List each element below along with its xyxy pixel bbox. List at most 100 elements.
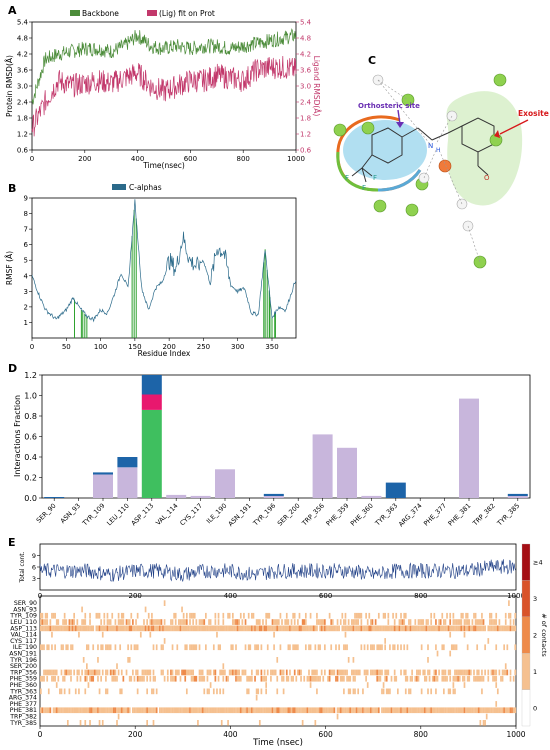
heatmap-cell <box>498 625 501 632</box>
heatmap-cell <box>287 625 290 632</box>
heatmap-cell <box>360 644 363 651</box>
heatmap-cell <box>216 688 218 695</box>
heatmap-cell <box>319 625 321 632</box>
heatmap-cell <box>484 707 486 714</box>
heatmap-cell <box>247 675 250 682</box>
heatmap-cell <box>101 707 104 714</box>
heatmap-cell <box>212 644 215 651</box>
heatmap-cell <box>439 707 442 714</box>
heatmap-cell <box>460 625 463 632</box>
heatmap-cell <box>76 625 79 632</box>
heatmap-cell <box>498 669 501 676</box>
heatmap-cell <box>51 612 53 619</box>
heatmap-cell <box>66 644 69 651</box>
heatmap-cell <box>200 625 202 632</box>
x-tick-label: ASP_113 <box>130 502 156 528</box>
x-tick-label: ARG_374 <box>397 502 424 529</box>
heatmap-cell <box>236 669 239 676</box>
heatmap-cell <box>228 612 231 619</box>
total-contacts-line <box>39 559 516 583</box>
heatmap-cell <box>252 625 255 632</box>
heatmap-cell <box>365 707 367 714</box>
heatmap-cell <box>149 631 152 638</box>
heatmap-cell <box>82 657 85 663</box>
heatmap-cell <box>170 619 172 625</box>
heatmap-cell <box>224 707 226 714</box>
heatmap-cell <box>303 619 306 625</box>
heatmap-cell <box>119 625 122 632</box>
heatmap-cell <box>406 625 409 632</box>
heatmap-cell <box>195 707 198 714</box>
heatmap-cell <box>473 675 475 682</box>
heatmap-cell <box>87 644 90 651</box>
heatmap-cell <box>195 619 198 625</box>
heatmap-cell <box>86 669 88 676</box>
heatmap-cell <box>309 644 312 651</box>
heatmap-cell <box>128 657 131 663</box>
heatmap-cell <box>292 707 294 714</box>
heatmap-cell <box>62 625 64 632</box>
heatmap-cell <box>120 625 123 632</box>
panel-letter-e: E <box>8 536 16 549</box>
heatmap-cell <box>81 619 83 625</box>
plot-e-heatmap <box>40 600 517 726</box>
heatmap-cell <box>193 644 196 651</box>
heatmap-cell <box>377 707 380 714</box>
heatmap-cell <box>446 625 448 632</box>
heatmap-cell <box>86 663 88 669</box>
heatmap-cell <box>382 688 385 695</box>
heatmap-cell <box>487 707 490 714</box>
heatmap-cell <box>477 669 480 676</box>
heatmap-cell <box>463 669 466 676</box>
heatmap-cell <box>238 669 241 676</box>
x-tick-label: PHE_377 <box>422 502 448 528</box>
heatmap-cell <box>446 675 448 682</box>
heatmap-cell <box>316 707 318 714</box>
plot-b-frame <box>31 197 297 339</box>
heatmap-cell <box>182 619 185 625</box>
heatmap-cell <box>404 669 407 676</box>
heatmap-cell <box>354 688 356 695</box>
heatmap-cell <box>455 707 458 714</box>
row-label: TYR_109 <box>9 613 37 620</box>
heatmap-cell <box>344 707 347 714</box>
heatmap-cell <box>178 625 180 632</box>
heatmap-cell <box>400 669 402 676</box>
heatmap-cell <box>287 619 290 625</box>
heatmap-cell <box>258 720 261 726</box>
heatmap-cell <box>352 675 355 682</box>
y-tick-label: 1.8 <box>17 115 28 123</box>
residue-node <box>361 121 375 135</box>
heatmap-cell <box>273 619 275 625</box>
residue-node <box>493 73 507 87</box>
heatmap-cell <box>189 619 191 625</box>
heatmap-cell <box>162 644 164 651</box>
heatmap-cell <box>206 675 209 682</box>
heatmap-cell <box>87 625 90 632</box>
heatmap-cell <box>273 644 275 651</box>
heatmap-cell <box>154 675 156 682</box>
panel-d: D 0.00.20.40.60.81.01.2 SER_90 ASN_93TYR_… <box>8 362 531 529</box>
heatmap-cell <box>43 619 45 625</box>
heatmap-cell <box>208 669 210 676</box>
heatmap-cell <box>484 669 486 676</box>
heatmap-cell <box>389 625 391 632</box>
heatmap-cell <box>128 619 131 625</box>
heatmap-cell <box>436 675 439 682</box>
heatmap-cell <box>290 675 293 682</box>
heatmap-cell <box>105 625 107 632</box>
heatmap-cell <box>255 669 258 676</box>
heatmap-cell <box>205 612 207 619</box>
heatmap-cell <box>246 625 248 632</box>
heatmap-cell <box>354 625 356 632</box>
heatmap-cell <box>466 675 469 682</box>
heatmap-cell <box>416 675 418 682</box>
heatmap-cell <box>433 707 436 714</box>
heatmap-cell <box>73 707 76 714</box>
heatmap-cell <box>173 675 175 682</box>
heatmap-cell <box>362 688 364 695</box>
heatmap-cell <box>408 625 410 632</box>
heatmap-cell <box>473 707 475 714</box>
heatmap-cell <box>285 619 288 625</box>
heatmap-cell <box>495 701 498 707</box>
